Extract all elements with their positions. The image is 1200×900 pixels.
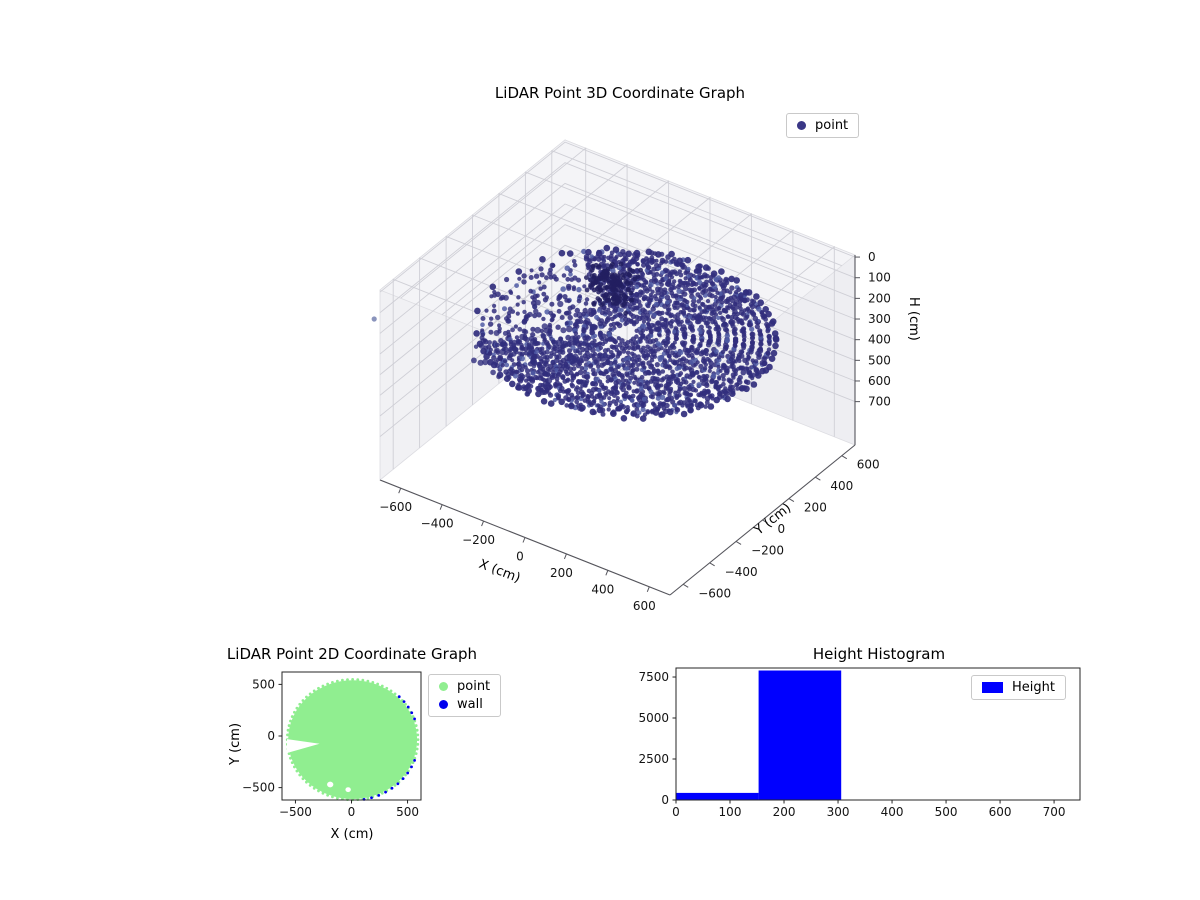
plot2d-legend-entry-wall: wall bbox=[439, 697, 483, 712]
svg-text:400: 400 bbox=[881, 805, 904, 819]
point-marker-icon bbox=[797, 121, 806, 130]
svg-text:300: 300 bbox=[827, 805, 850, 819]
svg-text:700: 700 bbox=[868, 395, 891, 409]
svg-text:400: 400 bbox=[830, 479, 853, 493]
plot2d-axes: −500 0 500 −500 0 500 bbox=[242, 671, 422, 819]
svg-text:400: 400 bbox=[591, 582, 614, 596]
svg-text:0: 0 bbox=[348, 805, 356, 819]
svg-text:5000: 5000 bbox=[638, 711, 669, 725]
svg-text:7500: 7500 bbox=[638, 670, 669, 684]
svg-text:200: 200 bbox=[550, 566, 573, 580]
point-blob bbox=[288, 680, 418, 799]
svg-text:2500: 2500 bbox=[638, 752, 669, 766]
plot2d-legend-entry-point: point bbox=[439, 679, 490, 694]
svg-text:0: 0 bbox=[868, 250, 876, 264]
svg-text:−500: −500 bbox=[279, 805, 312, 819]
plot3d-legend: point bbox=[786, 113, 860, 138]
svg-text:500: 500 bbox=[396, 805, 419, 819]
point2d-marker-icon bbox=[439, 682, 448, 691]
svg-text:−400: −400 bbox=[725, 565, 758, 579]
svg-text:600: 600 bbox=[857, 458, 880, 472]
svg-text:200: 200 bbox=[804, 501, 827, 515]
svg-text:−400: −400 bbox=[421, 517, 454, 531]
svg-text:100: 100 bbox=[719, 805, 742, 819]
svg-text:−500: −500 bbox=[242, 781, 275, 795]
plot3d-zlabel: H (cm) bbox=[906, 297, 921, 341]
plot3d-title: LiDAR Point 3D Coordinate Graph bbox=[494, 84, 746, 102]
plot2d-legend-label-wall: wall bbox=[457, 697, 483, 712]
histogram-axes: 0 100 200 300 400 500 600 700 0 2500 5000 7500 bbox=[638, 667, 1081, 819]
svg-text:0: 0 bbox=[267, 729, 275, 743]
plot2d-legend-label-point: point bbox=[457, 679, 491, 694]
svg-text:−600: −600 bbox=[698, 586, 731, 600]
svg-text:500: 500 bbox=[252, 677, 275, 691]
wall-marker-icon bbox=[439, 700, 448, 709]
svg-text:600: 600 bbox=[989, 805, 1012, 819]
svg-text:200: 200 bbox=[868, 291, 891, 305]
svg-text:0: 0 bbox=[516, 550, 524, 564]
svg-text:−600: −600 bbox=[379, 500, 412, 514]
svg-text:0: 0 bbox=[661, 793, 669, 807]
histogram-bar bbox=[758, 670, 842, 800]
svg-text:300: 300 bbox=[868, 312, 891, 326]
histogram-legend: Height bbox=[971, 675, 1066, 700]
plot3d-legend-entry: point bbox=[797, 118, 848, 133]
plot3d-axes: −600−400−2000200400600−600−400−200020040… bbox=[371, 139, 891, 613]
svg-text:−200: −200 bbox=[462, 533, 495, 547]
histogram-legend-label: Height bbox=[1012, 680, 1055, 695]
svg-text:0: 0 bbox=[778, 522, 786, 536]
svg-text:100: 100 bbox=[868, 271, 891, 285]
plot2d-ylabel: Y (cm) bbox=[228, 722, 243, 765]
svg-text:600: 600 bbox=[868, 374, 891, 388]
svg-text:500: 500 bbox=[935, 805, 958, 819]
plot2d-xlabel: X (cm) bbox=[330, 827, 374, 842]
plot2d-title: LiDAR Point 2D Coordinate Graph bbox=[226, 645, 478, 663]
height-patch-icon bbox=[982, 682, 1003, 693]
svg-text:500: 500 bbox=[868, 353, 891, 367]
svg-text:400: 400 bbox=[868, 333, 891, 347]
outlier-point bbox=[371, 316, 377, 322]
svg-text:0: 0 bbox=[672, 805, 680, 819]
histogram-bars bbox=[676, 670, 842, 800]
histogram-legend-entry: Height bbox=[982, 680, 1055, 695]
plot2d-legend: point wall bbox=[428, 674, 502, 717]
svg-text:200: 200 bbox=[773, 805, 796, 819]
svg-text:700: 700 bbox=[1043, 805, 1066, 819]
plot3d-points bbox=[371, 244, 780, 422]
histogram-bar bbox=[676, 792, 759, 800]
plot3d-legend-label: point bbox=[815, 118, 849, 133]
svg-text:−200: −200 bbox=[751, 543, 784, 557]
svg-text:600: 600 bbox=[633, 599, 656, 613]
histogram-title: Height Histogram bbox=[812, 645, 946, 663]
